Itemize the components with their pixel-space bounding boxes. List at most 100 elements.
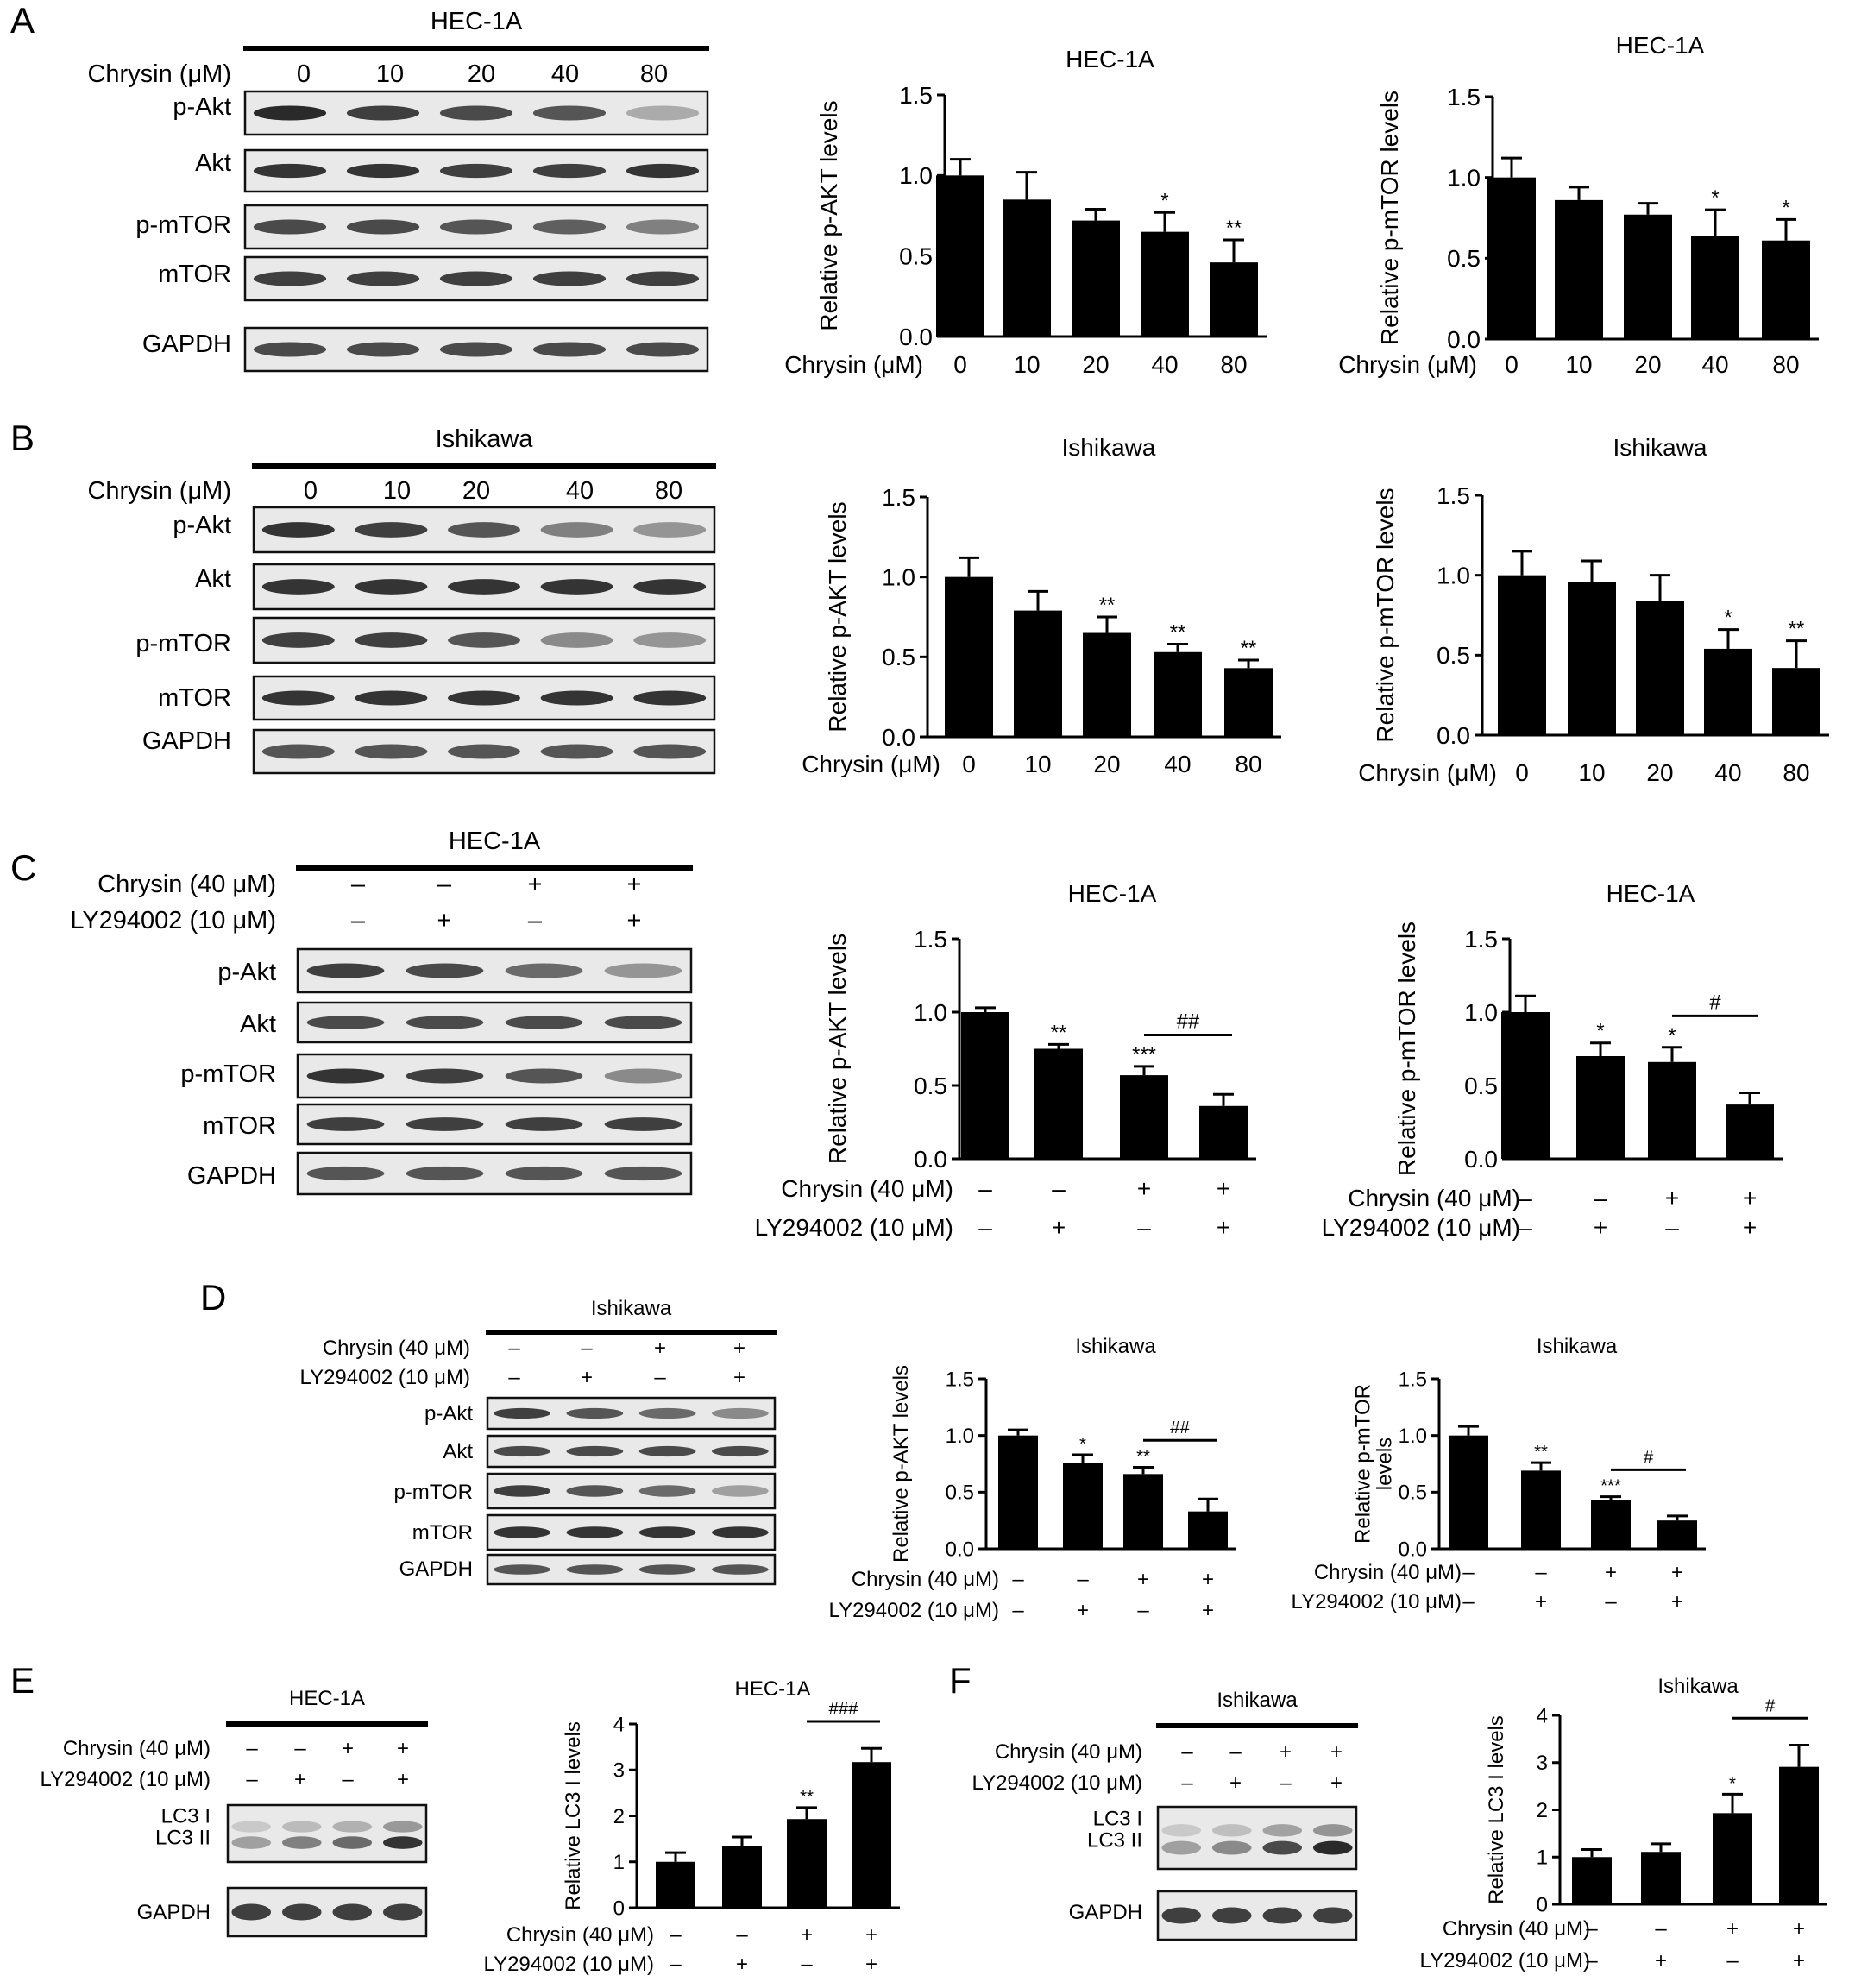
blot-band	[261, 744, 335, 759]
panel-letter: C	[10, 847, 36, 888]
y-tick-label: 0.5	[946, 1482, 974, 1505]
treatment-sign: +	[1671, 1590, 1683, 1614]
blot-strip	[296, 1151, 693, 1196]
significance-marker: ***	[1132, 1043, 1156, 1066]
x-tick-label: 10	[1013, 351, 1040, 378]
x-tick-label: 10	[1578, 759, 1605, 786]
blot-band	[1161, 1907, 1202, 1924]
treatment-sign: +	[1594, 1214, 1607, 1241]
treatment-label: Chrysin (40 μM)	[781, 1175, 953, 1202]
significance-marker: *	[1596, 1020, 1604, 1043]
blot-band	[355, 690, 428, 706]
blot-band	[494, 1407, 550, 1419]
x-tick-label: 0	[1505, 351, 1519, 378]
y-tick-label: 3	[613, 1759, 625, 1783]
bar	[1449, 1435, 1488, 1549]
blot-band	[505, 1016, 583, 1029]
bar	[1072, 220, 1120, 337]
treatment-sign: –	[1462, 1590, 1475, 1614]
bar	[1521, 1470, 1561, 1549]
blot-band	[633, 690, 707, 706]
blot-protein-label: GAPDH	[142, 727, 231, 755]
chart-title: HEC-1A	[1068, 880, 1157, 907]
blot-band	[406, 1068, 484, 1084]
blot-cell-line-title: Ishikawa	[591, 1297, 672, 1320]
blot-band	[281, 1821, 322, 1833]
blot-band	[1262, 1840, 1303, 1855]
blot-treatment-label: LY294002 (10 μM)	[300, 1366, 471, 1389]
comparison-marker: #	[1644, 1448, 1654, 1467]
treatment-sign: –	[978, 1214, 992, 1241]
bar	[1568, 582, 1616, 735]
blot-strip	[243, 148, 709, 193]
blot-band	[626, 105, 700, 121]
treatment-label: LY294002 (10 μM)	[1420, 1949, 1591, 1972]
blot-band	[382, 1821, 423, 1833]
bar	[998, 1435, 1038, 1549]
blot-band	[494, 1445, 550, 1457]
y-tick-label: 0.0	[1437, 722, 1470, 749]
x-tick-label: 20	[1634, 351, 1661, 378]
y-tick-label: 1.0	[1447, 164, 1481, 191]
panel-letter: A	[10, 0, 35, 41]
panel-letter: B	[10, 418, 35, 458]
blot-band	[633, 744, 707, 759]
y-tick-label: 0.5	[1464, 1073, 1498, 1099]
y-tick-label: 0.5	[1437, 642, 1470, 669]
treatment-sign: –	[1052, 1175, 1066, 1202]
blot-lane-label: 10	[383, 477, 411, 505]
treatment-sign: –	[670, 1923, 682, 1947]
bar-chart-c-5: HEC-1A 0.0 0.5 1.0 1.5 Relative p-mTOR levels…	[1322, 880, 1783, 1241]
blot-strip	[243, 90, 709, 136]
x-tick-label: 0	[962, 751, 976, 777]
y-tick-label: 0.0	[914, 1146, 947, 1173]
treatment-sign: +	[1726, 1917, 1739, 1941]
blot-strip	[296, 1001, 693, 1044]
chart-title: Ishikawa	[1657, 1675, 1739, 1698]
blot-condition-label: Chrysin (μM)	[87, 60, 231, 88]
comparison-marker: ###	[828, 1700, 858, 1719]
blot-treatment-label: Chrysin (40 μM)	[323, 1337, 470, 1360]
y-axis-label: Relative p-mTOR levels	[1393, 922, 1420, 1176]
treatment-label: LY294002 (10 μM)	[1322, 1214, 1520, 1241]
blot-band	[626, 342, 700, 357]
bar	[1083, 632, 1131, 737]
bar-chart-a-1: HEC-1A 0.0 0.5 1.0 1.5 Relative p-mTOR levels…	[1338, 32, 1819, 378]
blot-band	[604, 1016, 682, 1029]
treatment-label: Chrysin (40 μM)	[506, 1923, 654, 1947]
bar	[936, 175, 984, 337]
bar-chart-c-4: HEC-1A 0.0 0.5 1.0 1.5 Relative p-AKT levels *…	[755, 880, 1256, 1241]
blot-panel-e: HEC-1A Chrysin (40 μM) – – + + LY294002 (10 μM…	[41, 1687, 428, 1938]
blot-treatment-sign: –	[581, 1337, 593, 1360]
blot-band	[638, 1526, 696, 1538]
blot-lane-label: 0	[304, 477, 318, 505]
significance-marker: **	[1099, 594, 1116, 617]
treatment-sign: –	[1665, 1214, 1679, 1241]
blot-protein-label: mTOR	[203, 1112, 276, 1140]
significance-marker: **	[1136, 1447, 1150, 1466]
blot-band	[346, 219, 420, 235]
blot-band	[1161, 1840, 1202, 1855]
y-tick-label: 0.0	[899, 324, 933, 350]
blot-band	[1211, 1824, 1252, 1837]
blot-band	[448, 522, 520, 538]
bar	[1704, 648, 1752, 735]
blot-treatment-sign: –	[1280, 1771, 1292, 1795]
blot-strip	[252, 506, 716, 554]
blot-protein-label: p-Akt	[173, 93, 231, 121]
blot-band	[633, 522, 707, 538]
treatment-sign: +	[1202, 1568, 1214, 1591]
significance-marker: **	[800, 1788, 814, 1807]
blot-band	[253, 105, 327, 121]
bar-chart-a-0: HEC-1A 0.0 0.5 1.0 1.5 Relative p-AKT levels *…	[784, 46, 1267, 378]
blot-protein-label: mTOR	[412, 1521, 473, 1544]
blot-treatment-sign: –	[294, 1737, 306, 1760]
y-tick-label: 1.5	[1447, 84, 1481, 110]
y-tick-label: 1.5	[1437, 482, 1470, 509]
treatment-sign: –	[1137, 1214, 1151, 1241]
bar	[1501, 1012, 1550, 1159]
blot-protein-label: Akt	[195, 565, 231, 593]
bar	[1762, 240, 1810, 339]
